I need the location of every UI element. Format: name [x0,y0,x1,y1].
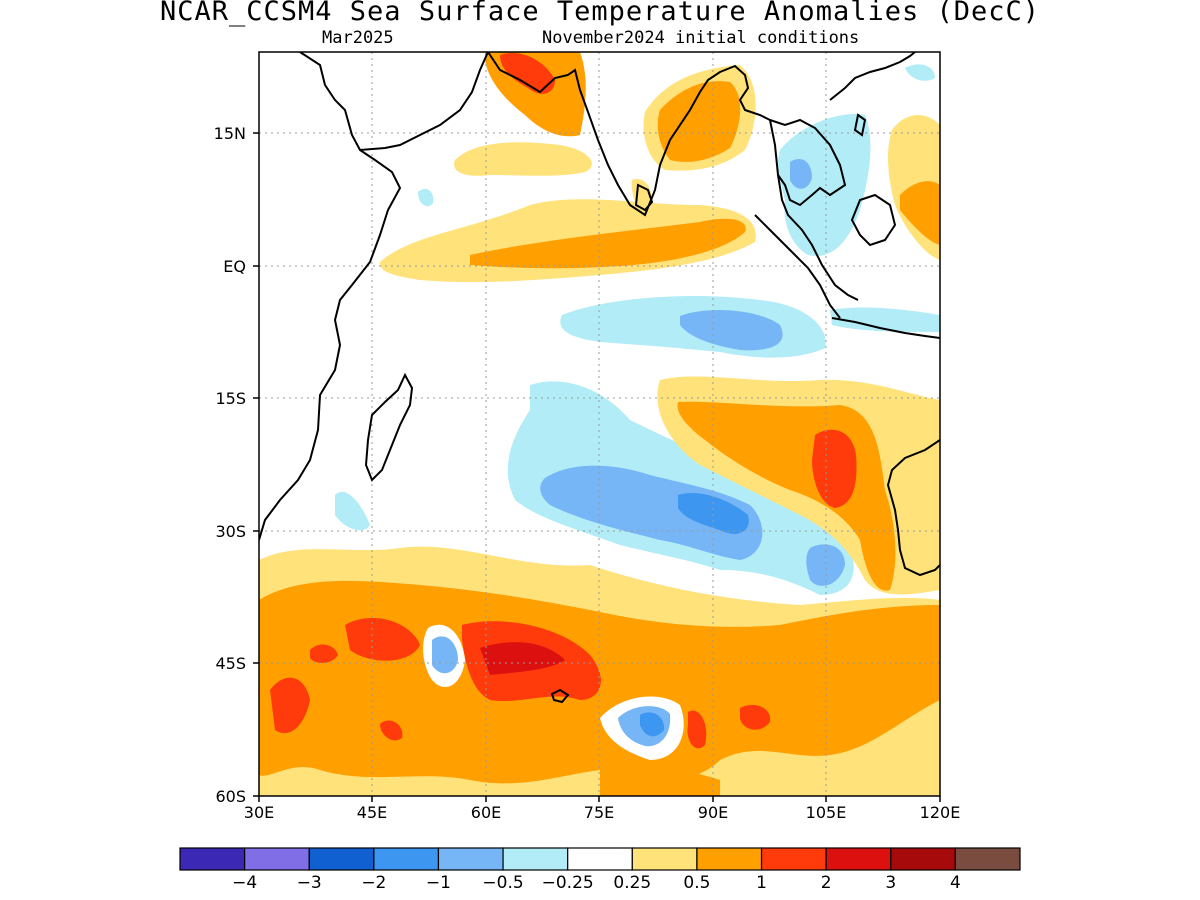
colorbar-swatch [244,847,310,871]
horn-of-africa-coast [259,149,402,541]
lat-label-15s: 15S [215,389,246,408]
philippines-borneo [850,193,897,247]
kerguelen-island [550,688,570,704]
china-coast [829,52,916,101]
longitude-labels: 30E 45E 60E 75E 90E 105E 120E [244,803,961,822]
warm-anomaly-patch [600,765,720,796]
cool-anomaly-south-china-sea [777,114,871,256]
lon-label-60e: 60E [471,803,501,822]
colorbar-swatch [567,847,633,871]
africa-coast [299,52,489,152]
initial-conditions: November2024 initial conditions [542,28,860,48]
colorbar-swatch [308,847,375,871]
cool-anomaly-small-west-africa [418,188,434,207]
cool-anomaly-small-west [335,491,370,531]
colorbar-swatch [373,847,440,871]
lon-label-45e: 45E [357,803,387,822]
australia-coast [886,439,940,577]
cool-anomaly-small-north [905,64,935,81]
colorbar-label: 2 [821,873,832,893]
colorbar: −4 −3 −2 −1 −0.5 −0.25 0.25 0.5 1 2 3 4 [179,847,1021,893]
lat-label-60s: 60S [215,787,246,806]
cool-anomaly-south-china-sea-core [790,158,812,189]
colorbar-swatch [954,847,1021,871]
colorbar-label: −0.25 [542,873,594,893]
colorbar-label: 3 [885,873,896,893]
colorbar-label: 0.5 [683,873,710,893]
lon-label-75e: 75E [584,803,614,822]
colorbar-swatch [825,847,892,871]
colorbar-swatch [179,847,246,871]
forecast-month: Mar2025 [322,28,394,48]
cool-eddy-west-core [432,636,458,674]
lat-label-45s: 45S [215,654,246,673]
hot-anomaly-small-4 [380,720,403,741]
colorbar-label: −2 [361,873,386,893]
coastlines [259,52,940,704]
cool-anomaly-subtropical-inner [678,492,749,535]
sri-lanka-coast [634,183,654,212]
colorbar-label: −4 [232,873,257,893]
axis-ticks [253,132,941,802]
lon-label-30e: 30E [244,803,274,822]
hot-anomaly-small-3 [687,710,707,749]
colorbar-swatch [502,847,569,871]
sumatra-coast [754,214,841,319]
taiwan-coast [853,113,867,137]
lat-label-eq: EQ [223,257,246,276]
lon-label-90e: 90E [698,803,728,822]
hot-anomaly-small-1 [310,644,338,663]
warm-anomaly-bay-of-bengal-core [657,81,741,162]
colorbar-swatch [890,847,956,871]
warm-anomaly-pacific-edge-core [900,181,940,245]
lat-label-30s: 30S [215,522,246,541]
warm-anomaly-equatorial-core [470,218,746,269]
warm-anomaly-arabian-sea [454,142,592,176]
cool-eddy-south-inner [640,712,665,737]
hot-anomaly-45s-west [345,617,420,661]
colorbar-label: −3 [297,873,322,893]
hot-anomaly-southwest [270,677,310,734]
hot-anomaly-arabian-north [500,52,555,94]
cool-anomaly-east [806,544,845,586]
lat-label-15n: 15N [214,124,246,143]
cool-anomaly-tropical-core [680,310,783,351]
colorbar-label: 1 [756,873,767,893]
colorbar-label: 0.25 [613,873,651,893]
colorbar-swatch [437,847,504,871]
lat-lon-grid [259,52,940,796]
arabia-india-coast [487,52,859,301]
hot-anomaly-west-australia [812,429,857,508]
colorbar-label: −0.5 [482,873,523,893]
latitude-labels: 15N EQ 15S 30S 45S 60S [214,124,246,806]
colorbar-swatch [760,847,827,871]
lon-label-105e: 105E [806,803,847,822]
cool-anomaly-maritime [830,307,940,332]
madagascar-coast [364,372,414,482]
colorbar-label: 4 [950,873,961,893]
cool-anomaly-subtropical-core [540,465,763,560]
map-title: NCAR_CCSM4 Sea Surface Temperature Anoma… [159,0,1041,27]
hot-anomaly-small-2 [740,704,771,730]
indochina-coast [769,118,847,207]
lon-label-120e: 120E [920,803,961,822]
colorbar-swatch [631,847,698,871]
colorbar-swatch [696,847,763,871]
java-coast [831,317,940,339]
very-hot-anomaly-center [480,642,565,675]
colorbar-label: −1 [426,873,451,893]
